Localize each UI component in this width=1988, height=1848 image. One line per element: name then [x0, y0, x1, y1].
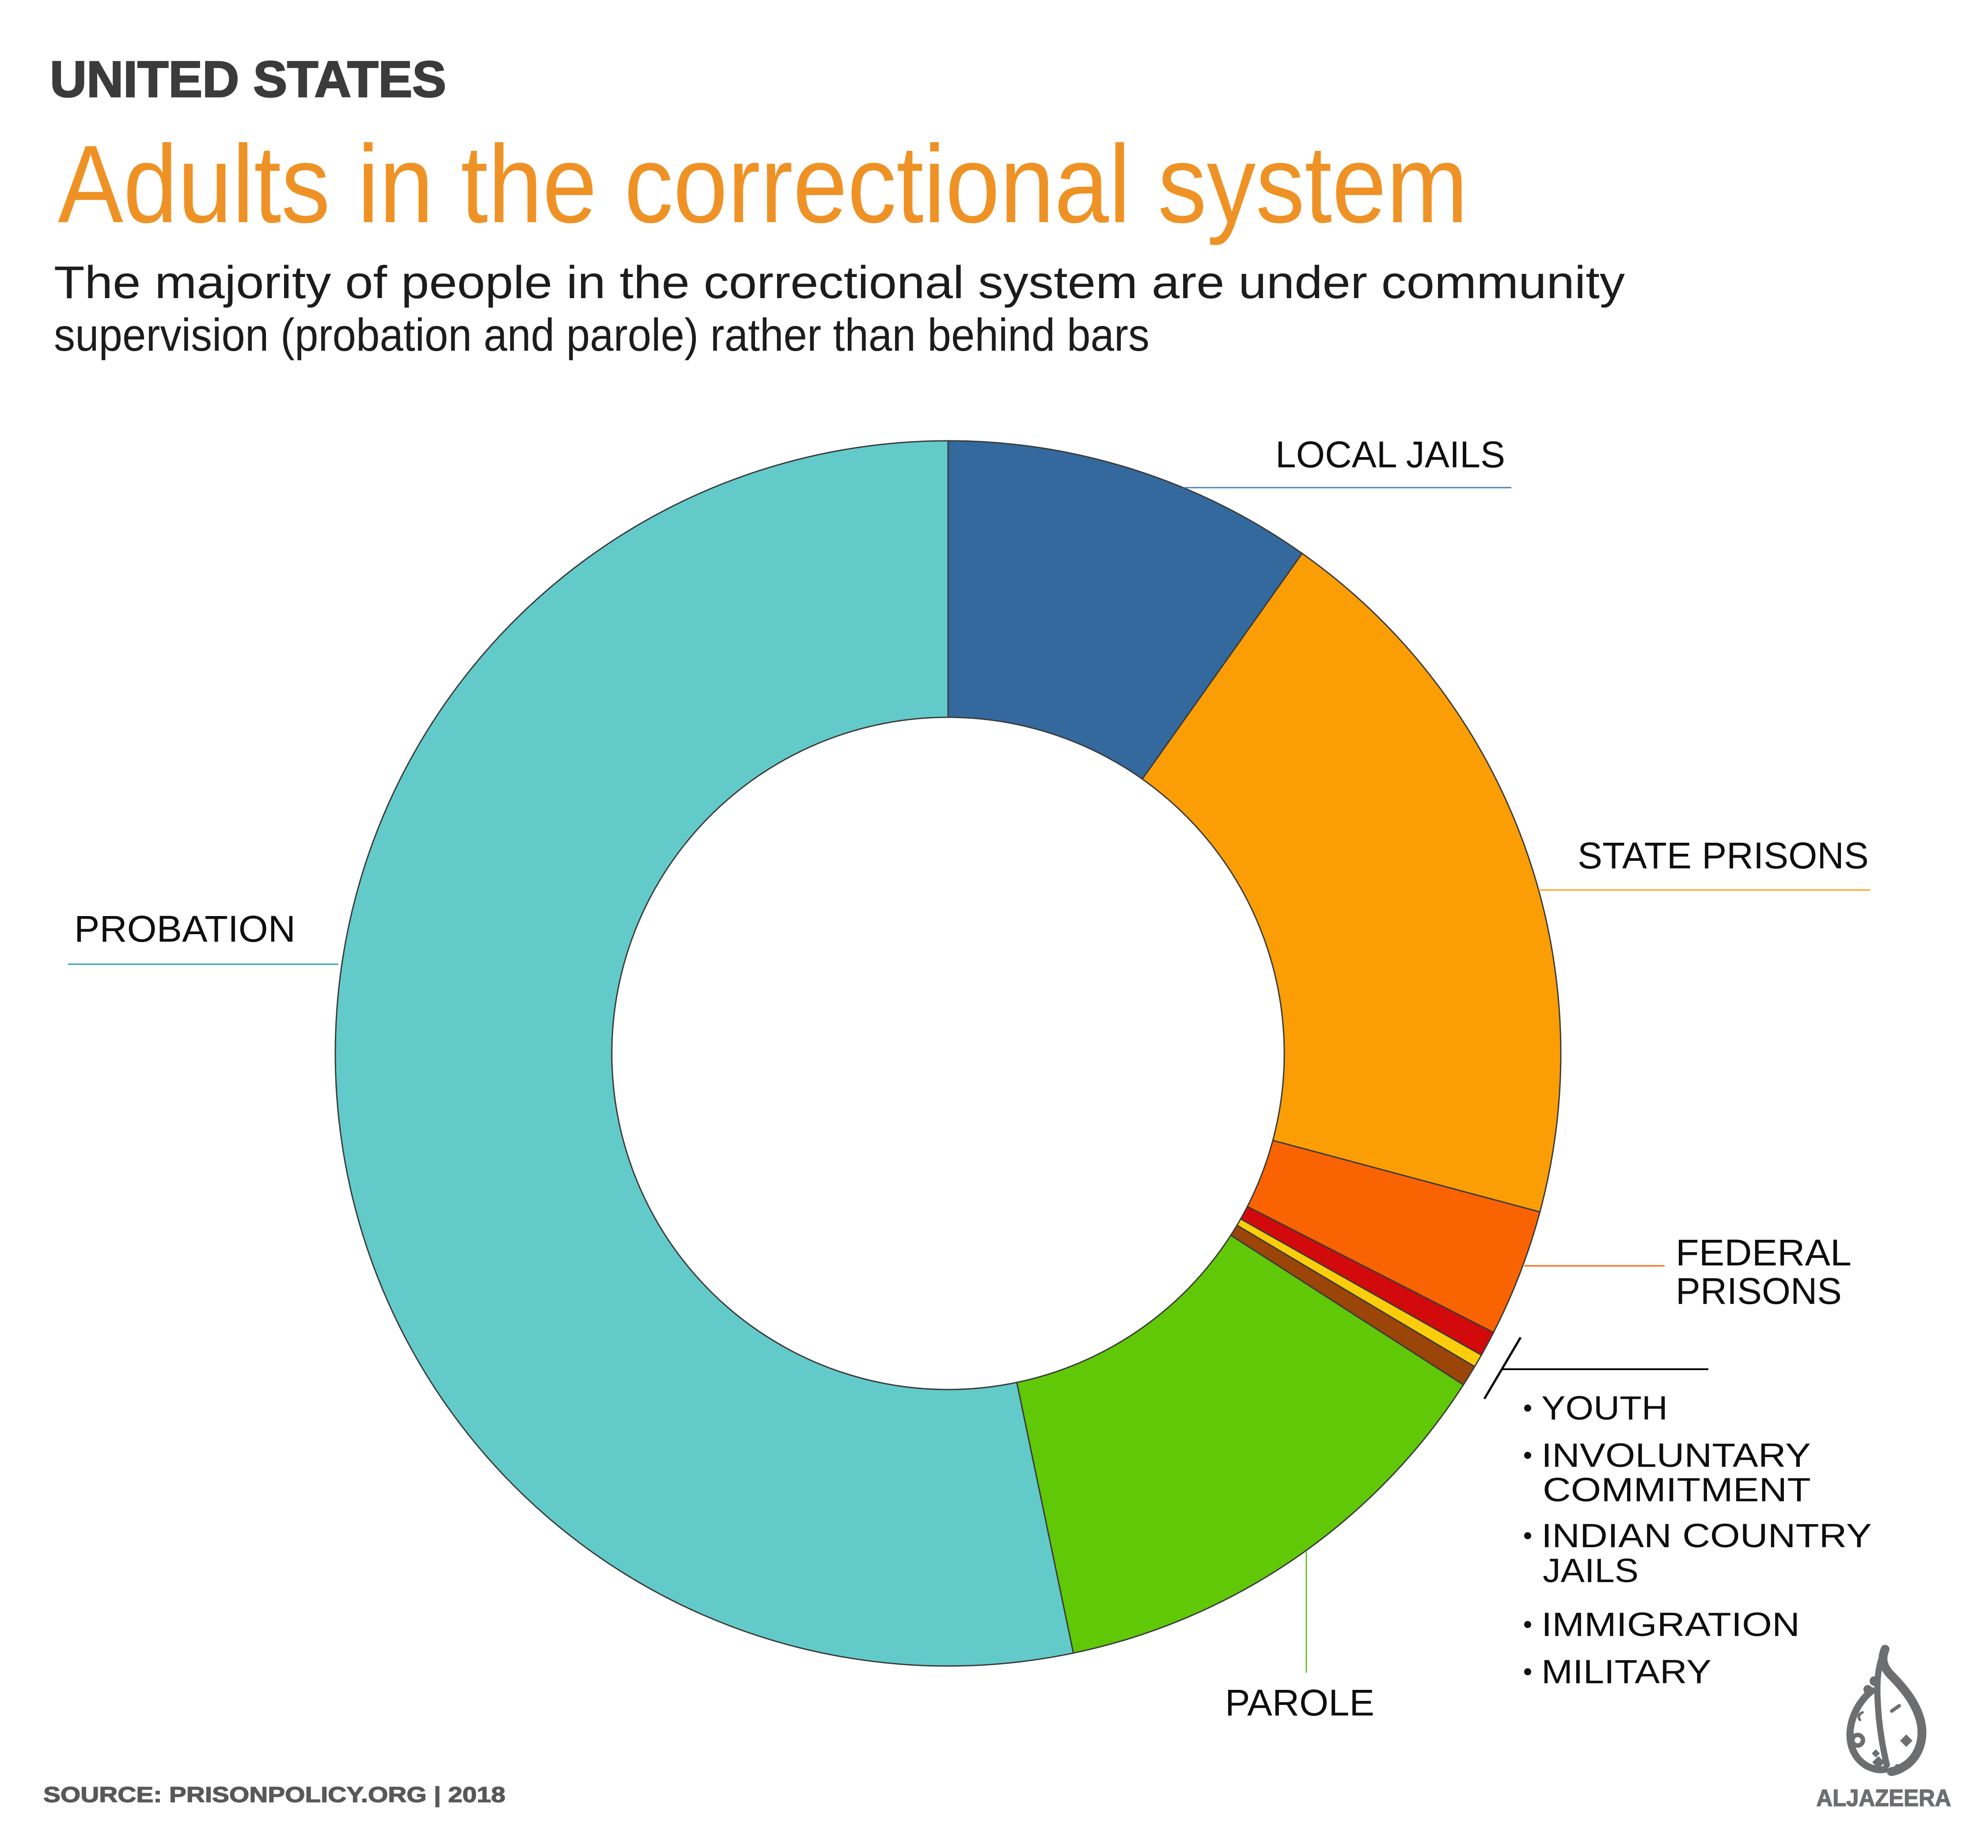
- svg-text:The majority of people in the: The majority of people in the correction…: [54, 257, 1625, 308]
- svg-text:JAILS: JAILS: [1543, 1552, 1639, 1590]
- svg-text:Adults in the correctional sys: Adults in the correctional system: [58, 122, 1468, 246]
- svg-text:YOUTH: YOUTH: [1541, 1390, 1668, 1427]
- svg-text:UNITED STATES: UNITED STATES: [50, 51, 446, 108]
- svg-text:PROBATION: PROBATION: [74, 908, 296, 950]
- svg-text:PRISONS: PRISONS: [1676, 1270, 1842, 1312]
- svg-text:supervision (probation and par: supervision (probation and parole) rathe…: [54, 310, 1150, 361]
- svg-text:INVOLUNTARY: INVOLUNTARY: [1541, 1437, 1811, 1474]
- svg-text:IMMIGRATION: IMMIGRATION: [1541, 1606, 1800, 1644]
- svg-text:INDIAN COUNTRY: INDIAN COUNTRY: [1541, 1517, 1872, 1555]
- svg-text:PAROLE: PAROLE: [1225, 1682, 1374, 1723]
- svg-text:SOURCE: PRISONPOLICY.ORG |: SOURCE: PRISONPOLICY.ORG | 2018: [43, 1783, 505, 1807]
- svg-text:FEDERAL: FEDERAL: [1676, 1232, 1851, 1273]
- svg-text:COMMITMENT: COMMITMENT: [1543, 1471, 1811, 1509]
- svg-text:LOCAL JAILS: LOCAL JAILS: [1275, 434, 1505, 475]
- svg-text:ALJAZEERA: ALJAZEERA: [1817, 1785, 1951, 1811]
- svg-text:MILITARY: MILITARY: [1541, 1653, 1711, 1691]
- svg-text:STATE PRISONS: STATE PRISONS: [1578, 835, 1869, 876]
